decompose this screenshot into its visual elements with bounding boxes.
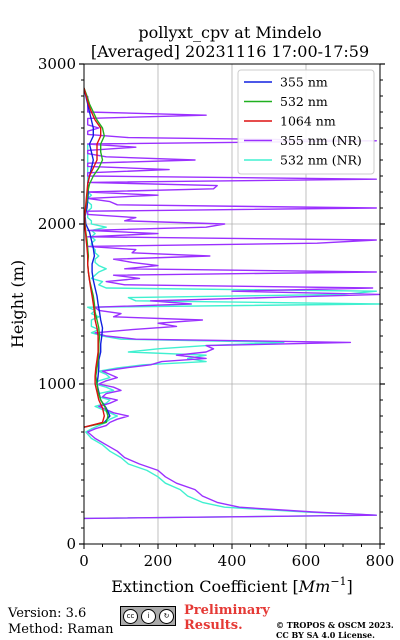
series-line-2 bbox=[84, 87, 106, 428]
chart-title-line-1: pollyxt_cpv at Mindelo bbox=[138, 23, 322, 42]
by-icon: i bbox=[141, 609, 156, 624]
preliminary-line-1: Preliminary bbox=[184, 603, 270, 618]
series-line-3 bbox=[84, 96, 380, 520]
x-tick-label: 0 bbox=[79, 552, 89, 570]
x-tick-label: 800 bbox=[366, 552, 395, 570]
legend-box bbox=[237, 69, 375, 175]
preliminary-line-2: Results. bbox=[184, 618, 243, 633]
cc-icon: cc bbox=[123, 609, 138, 624]
y-tick-label: 1000 bbox=[38, 375, 76, 393]
y-axis-label: Height (m) bbox=[8, 260, 27, 348]
legend-entry: 532 nm (NR) bbox=[280, 153, 362, 168]
y-tick-label: 0 bbox=[66, 535, 76, 553]
x-axis-label: Extinction Coefficient [Mm−1] bbox=[111, 575, 353, 596]
y-tick-label: 3000 bbox=[38, 55, 76, 73]
method-label: Method: Raman bbox=[8, 622, 114, 637]
series-line-0 bbox=[84, 87, 111, 428]
legend-entry: 1064 nm bbox=[280, 114, 336, 129]
x-tick-label: 400 bbox=[218, 552, 247, 570]
sa-icon: ↻ bbox=[159, 609, 174, 624]
series-group bbox=[84, 87, 380, 520]
version-label: Version: 3.6 bbox=[8, 606, 87, 621]
y-tick-label: 2000 bbox=[38, 215, 76, 233]
legend-entry: 355 nm (NR) bbox=[280, 133, 362, 148]
copyright-line-2: CC BY SA 4.0 License. bbox=[276, 630, 375, 640]
chart-title-line-2: [Averaged] 20231116 17:00-17:59 bbox=[90, 42, 370, 61]
x-tick-label: 600 bbox=[292, 552, 321, 570]
legend-entry: 355 nm bbox=[280, 75, 328, 90]
legend-entry: 532 nm bbox=[280, 94, 328, 109]
x-tick-label: 200 bbox=[144, 552, 173, 570]
legend: 355 nm 532 nm 1064 nm 355 nm (NR) 532 nm (NR… bbox=[237, 69, 375, 175]
copyright-line-1: © TROPOS & OSCM 2023. bbox=[276, 620, 394, 630]
cc-license-badge: cc i ↻ bbox=[120, 606, 176, 626]
